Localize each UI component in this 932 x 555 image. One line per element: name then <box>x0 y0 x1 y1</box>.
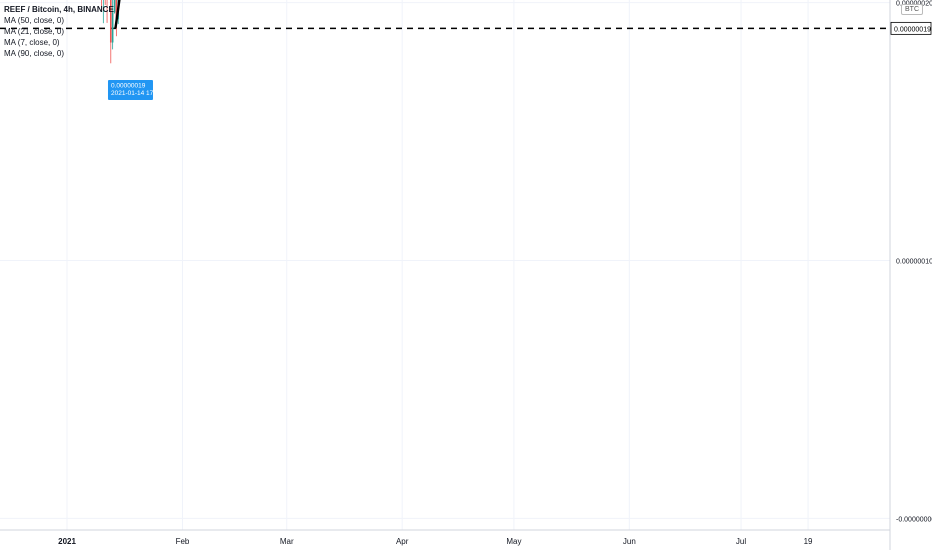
labels-layer: BUY ZONETAKE PROFIT = 0,07$✔ SUCCESS0.00… <box>107 21 932 100</box>
candle-body <box>115 0 118 20</box>
time-tick-label: Jun <box>623 537 636 546</box>
grid-layer <box>0 0 890 530</box>
indicator-ma50[interactable]: MA (50, close, 0) <box>4 16 65 25</box>
drawings-layer <box>114 0 121 29</box>
price-tick-label: -0.00000000 <box>896 516 932 523</box>
level-price-badge-text: 0.00000019 <box>894 26 931 33</box>
time-tick-label: 2021 <box>58 537 76 546</box>
projection-arrow <box>114 0 121 29</box>
time-axis-panel <box>0 530 890 550</box>
candle-body <box>113 0 116 13</box>
levels-layer <box>0 27 890 30</box>
indicator-ma7[interactable]: MA (7, close, 0) <box>4 38 60 47</box>
time-tick-label: Jul <box>736 537 746 546</box>
indicator-ma21[interactable]: MA (21, close, 0) <box>4 27 65 36</box>
indicator-ma90[interactable]: MA (90, close, 0) <box>4 49 65 58</box>
candle-body <box>111 12 114 43</box>
currency-badge[interactable]: BTC <box>901 4 923 15</box>
time-tick-label: Feb <box>176 537 190 546</box>
time-tick-label: Apr <box>396 537 409 546</box>
point-label-text: 0.00000019 <box>111 82 146 89</box>
level-price-badge <box>890 21 932 35</box>
chart-legend: REEF / Bitcoin, 4h, BINANCE MA (50, clos… <box>4 4 114 59</box>
point-label-text: 2021-01-14 17:00 <box>111 90 163 97</box>
candles-layer <box>101 0 120 64</box>
time-tick-label: 19 <box>804 537 813 546</box>
point-label-bg <box>107 79 153 100</box>
symbol-title[interactable]: REEF / Bitcoin, 4h, BINANCE <box>4 5 114 14</box>
price-axis-panel <box>890 0 932 550</box>
price-tick-label: 0.00000010 <box>896 258 932 265</box>
time-tick-label: Mar <box>280 537 294 546</box>
candle-body <box>109 0 112 43</box>
time-tick-label: May <box>506 537 521 546</box>
